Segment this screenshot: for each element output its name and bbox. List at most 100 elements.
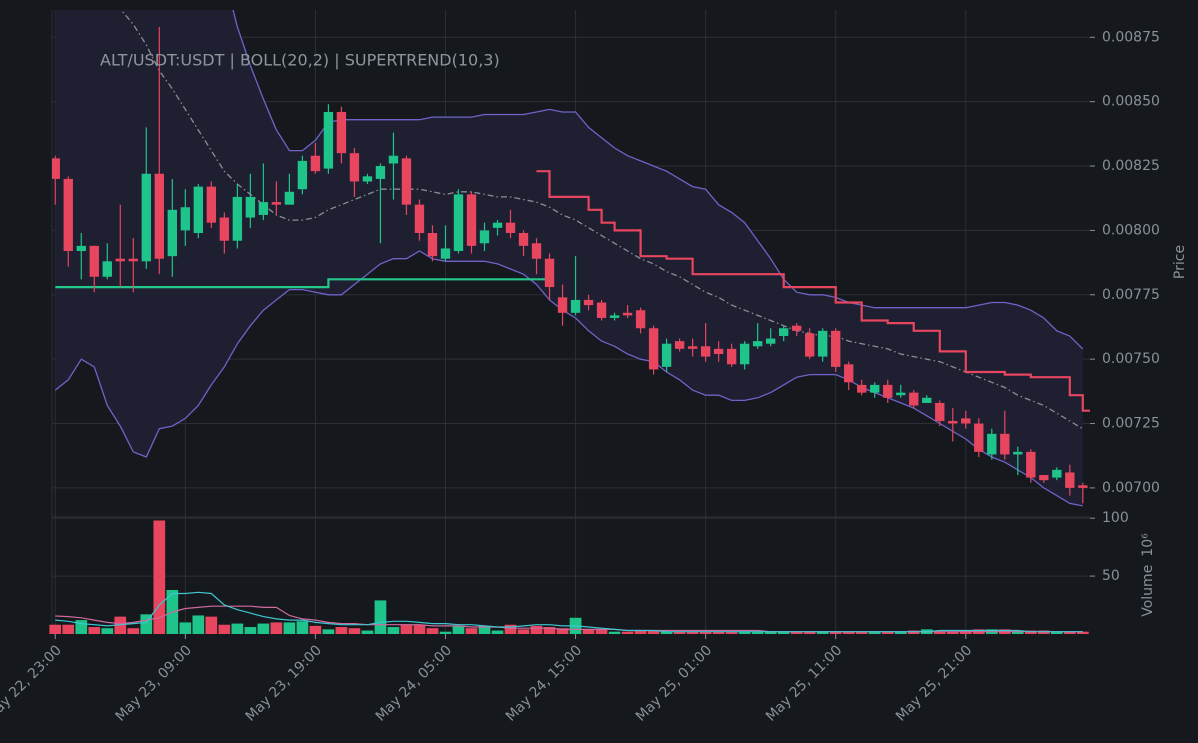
y-tick-label: 50 — [1102, 568, 1120, 584]
volume-bar — [660, 631, 673, 634]
x-tick-label: May 24, 15:00 — [503, 642, 585, 724]
candle-body — [362, 176, 373, 182]
candle-body — [622, 312, 633, 316]
volume-bar — [413, 624, 426, 634]
y-tick-label: 0.00750 — [1102, 351, 1160, 367]
volume-bar — [114, 616, 127, 634]
candle-body — [974, 423, 984, 452]
volume-bar — [530, 625, 543, 634]
candle-body — [180, 207, 191, 231]
candle-body — [1078, 485, 1088, 488]
volume-bar — [153, 520, 166, 634]
volume-bar — [725, 631, 738, 634]
band-line — [232, 10, 1084, 350]
candle-body — [193, 186, 204, 233]
volume-bar — [517, 629, 530, 634]
candle-body — [570, 299, 581, 313]
volume-offset: 10⁶ — [1140, 533, 1156, 557]
volume-axis-label: Volume 10⁶ — [1140, 533, 1156, 617]
candle-body — [609, 315, 620, 318]
volume-bar — [179, 622, 192, 634]
y-tick-label: 0.00850 — [1102, 94, 1160, 110]
candle-body — [831, 330, 841, 367]
candle-body — [557, 297, 568, 313]
candle-body — [1013, 451, 1023, 455]
candle-body — [987, 433, 997, 455]
volume-bar — [270, 622, 283, 634]
candle-body — [154, 173, 164, 259]
candle-body — [414, 204, 425, 233]
candle-body — [63, 178, 73, 252]
volume-bar — [335, 627, 348, 634]
volume-bar — [946, 631, 959, 634]
candle-body — [492, 222, 503, 228]
candle-body — [948, 420, 958, 424]
price-panel — [52, 10, 1090, 507]
candle-body — [52, 158, 60, 179]
candle-body — [674, 341, 685, 349]
volume-bar — [88, 627, 101, 634]
volume-bar — [296, 621, 309, 634]
volume-bar — [62, 624, 75, 634]
candle-body — [1052, 469, 1062, 478]
x-tick-label: May 25, 21:00 — [893, 642, 975, 724]
candle-body — [453, 194, 464, 252]
volume-bar — [192, 615, 205, 634]
y-tick-label: 0.00725 — [1102, 416, 1160, 432]
candle-body — [883, 384, 893, 398]
volume-bar — [647, 630, 660, 634]
y-tick-label: 0.00875 — [1102, 29, 1160, 45]
volume-bar — [504, 624, 517, 634]
volume-bar — [478, 625, 491, 634]
candle-body — [219, 217, 230, 241]
volume-bar — [452, 625, 465, 634]
y-tick-label: 0.00775 — [1102, 287, 1160, 303]
candle-body — [128, 258, 138, 262]
candle-body — [1026, 451, 1036, 478]
candle-body — [648, 328, 659, 370]
candle-body — [505, 222, 516, 233]
volume-bar — [777, 631, 790, 634]
candle-body — [896, 392, 906, 396]
candle-body — [206, 186, 217, 223]
y-tick-label: 0.00700 — [1102, 480, 1160, 496]
candle-body — [76, 245, 86, 252]
candle-body — [544, 258, 555, 288]
candle-body — [765, 338, 776, 344]
volume-bar — [751, 631, 764, 634]
volume-bar — [101, 628, 114, 634]
volume-bar — [309, 625, 322, 634]
candle-body — [427, 232, 438, 257]
volume-bar — [868, 631, 881, 634]
candle-body — [870, 384, 880, 393]
volume-ma-line — [55, 591, 1083, 633]
candle-body — [297, 160, 308, 190]
volume-bar — [244, 627, 257, 634]
x-tick-label: May 23, 09:00 — [113, 642, 195, 724]
volume-bar — [608, 631, 621, 634]
candle-body — [1000, 433, 1010, 455]
volume-label: Volume — [1140, 565, 1156, 617]
volume-bar — [283, 622, 296, 634]
candle-body — [844, 364, 854, 383]
x-tick-label: May 25, 01:00 — [633, 642, 715, 724]
candle-body — [726, 348, 737, 365]
candle-body — [167, 209, 178, 257]
x-tick-label: May 22, 23:00 — [0, 642, 65, 724]
candle-body — [271, 202, 282, 205]
volume-bar — [894, 631, 907, 634]
candle-body — [518, 232, 529, 246]
volume-bar — [738, 631, 751, 634]
x-tick-label: May 24, 05:00 — [373, 642, 455, 724]
candle-body — [232, 196, 243, 241]
supertrend-line — [536, 170, 1090, 412]
candle-body — [661, 343, 672, 367]
candle-body — [922, 397, 932, 403]
candle-body — [778, 328, 789, 336]
candle-body — [531, 243, 542, 259]
candle-body — [388, 155, 399, 164]
volume-bar — [543, 627, 556, 634]
y-tick-label: 0.00800 — [1102, 222, 1160, 238]
volume-bar — [322, 629, 335, 634]
